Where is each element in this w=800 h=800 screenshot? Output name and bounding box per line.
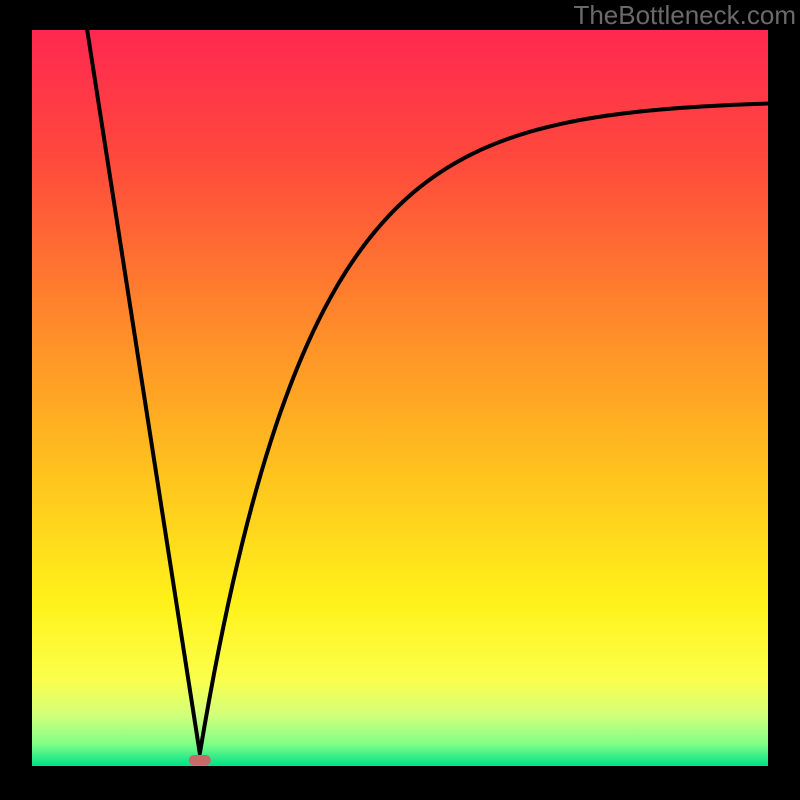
- frame-left: [0, 0, 32, 800]
- chart-container: TheBottleneck.com: [0, 0, 800, 800]
- plot-background: [32, 30, 768, 766]
- frame-right: [768, 0, 800, 800]
- frame-bottom: [0, 766, 800, 800]
- watermark-text: TheBottleneck.com: [573, 0, 796, 31]
- min-marker: [189, 755, 211, 765]
- chart-svg: [0, 0, 800, 800]
